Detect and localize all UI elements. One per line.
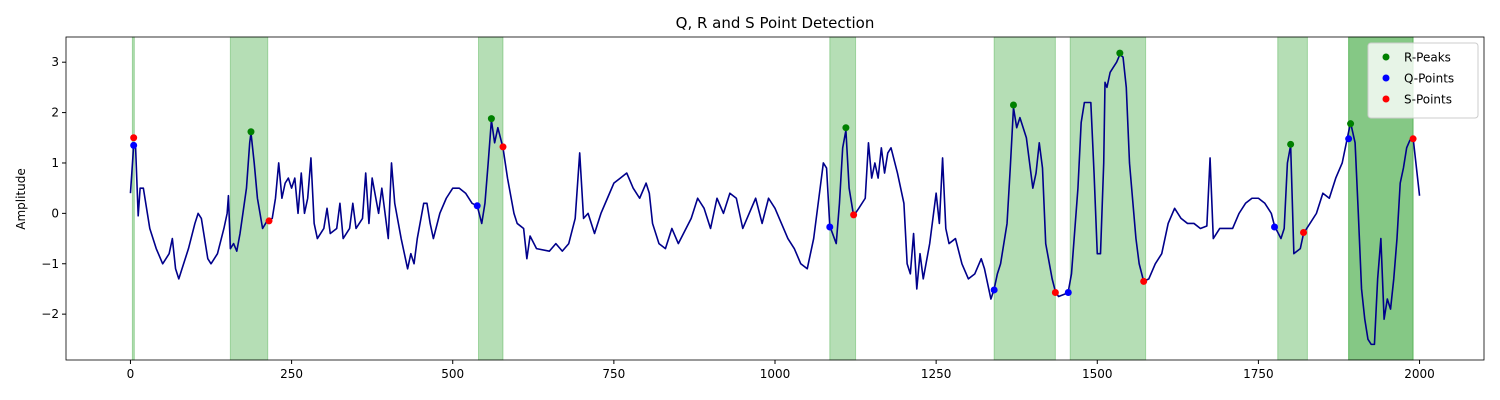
x-tick-label: 2000 xyxy=(1404,367,1435,381)
point xyxy=(487,115,495,123)
x-tick-label: 250 xyxy=(280,367,303,381)
highlight-span xyxy=(131,36,135,361)
point xyxy=(130,141,138,149)
point xyxy=(842,124,850,132)
point xyxy=(1347,120,1355,128)
point xyxy=(473,202,481,210)
legend-box xyxy=(1367,42,1479,119)
point xyxy=(130,134,138,142)
x-tick-label: 500 xyxy=(441,367,464,381)
y-tick-label: 2 xyxy=(51,106,59,120)
y-tick-label: 1 xyxy=(51,156,59,170)
legend-marker xyxy=(1382,95,1390,103)
highlight-span xyxy=(478,36,504,361)
y-axis-label: Amplitude xyxy=(14,168,28,230)
highlight-span xyxy=(993,36,1056,361)
point xyxy=(1051,288,1059,296)
point xyxy=(1140,277,1148,285)
axes-frame xyxy=(65,36,1485,361)
legend-label: Q-Points xyxy=(1404,72,1454,86)
x-tick-label: 750 xyxy=(602,367,625,381)
point xyxy=(1116,49,1124,57)
highlight-span xyxy=(229,36,269,361)
y-tick-label: −1 xyxy=(41,257,59,271)
point xyxy=(247,128,255,136)
x-tick-label: 1000 xyxy=(760,367,791,381)
highlight-span xyxy=(829,36,857,361)
y-tick-label: 0 xyxy=(51,206,59,220)
legend-marker xyxy=(1382,74,1390,82)
y-tick-label: 3 xyxy=(51,55,59,69)
point xyxy=(1409,135,1417,143)
point xyxy=(1300,229,1308,237)
point xyxy=(265,217,273,225)
chart-title: Q, R and S Point Detection xyxy=(676,14,875,32)
point xyxy=(850,211,858,219)
point xyxy=(1345,135,1353,143)
x-tick-label: 0 xyxy=(127,367,135,381)
point xyxy=(1271,223,1279,231)
x-tick-label: 1500 xyxy=(1082,367,1113,381)
legend-label: R-Peaks xyxy=(1404,51,1451,65)
legend-marker xyxy=(1382,53,1390,61)
x-tick-label: 1750 xyxy=(1243,367,1274,381)
y-tick-label: −2 xyxy=(41,307,59,321)
point xyxy=(990,286,998,294)
point xyxy=(1287,140,1295,148)
point xyxy=(1009,101,1017,109)
legend: R-Peaks Q-Points S-Points xyxy=(1367,42,1479,119)
point xyxy=(1064,288,1072,296)
legend-label: S-Points xyxy=(1404,93,1452,107)
x-tick-label: 1250 xyxy=(921,367,952,381)
signal-line xyxy=(129,53,1421,346)
point xyxy=(499,143,507,151)
point xyxy=(826,223,834,231)
